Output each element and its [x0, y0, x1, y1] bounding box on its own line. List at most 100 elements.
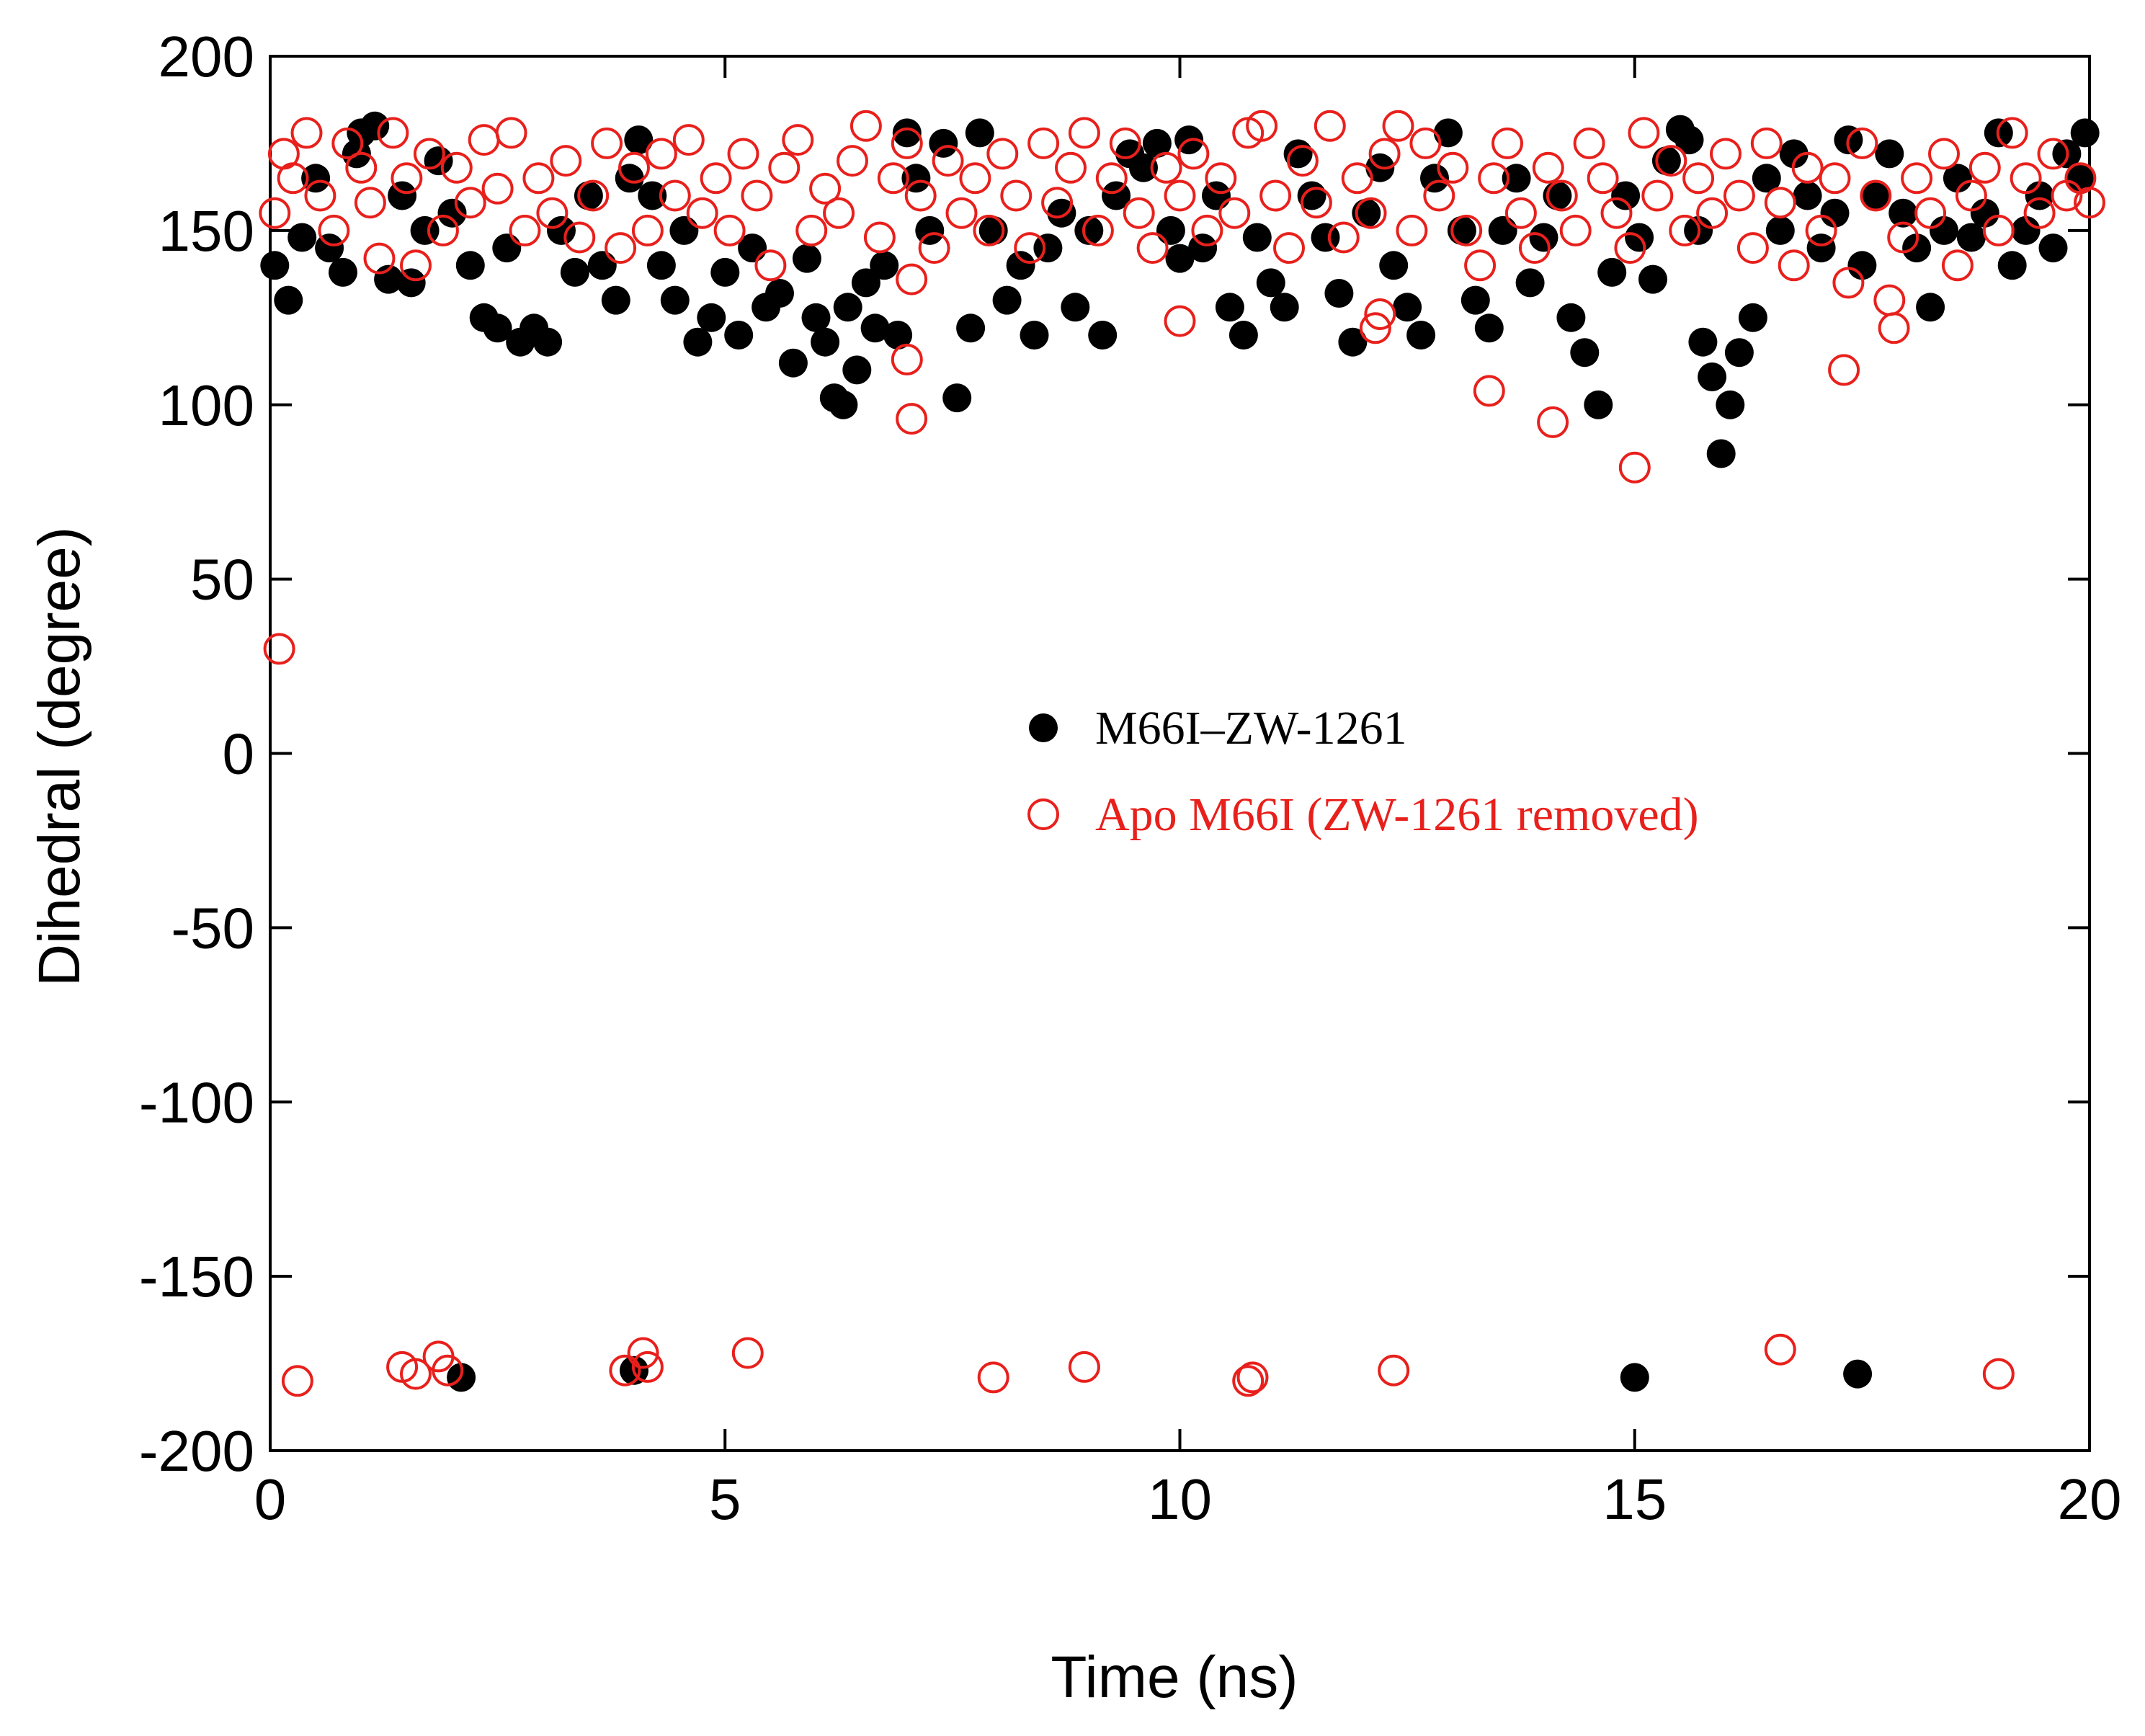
- point-s1-88: [1055, 151, 1087, 184]
- point-s0-73: [1165, 244, 1195, 273]
- point-s1-49: [522, 162, 555, 195]
- point-s1-24: [1236, 1361, 1269, 1394]
- point-s0-41: [792, 244, 821, 273]
- point-s0-85: [1324, 279, 1354, 308]
- point-s1-96: [1164, 179, 1196, 212]
- point-s1-17: [609, 1354, 641, 1386]
- point-s0-121: [1779, 139, 1809, 169]
- point-s1-133: [1669, 214, 1701, 246]
- legend-marker-open: [1027, 798, 1059, 830]
- point-s1-95: [1150, 151, 1182, 184]
- point-s1-3: [896, 263, 928, 295]
- point-s0-28: [624, 125, 654, 155]
- point-s1-81: [959, 162, 991, 195]
- point-s1-6: [1364, 298, 1396, 330]
- point-s1-30: [277, 162, 309, 195]
- point-s1-63: [713, 214, 746, 246]
- point-s0-89: [1379, 251, 1409, 280]
- point-s0-71: [1142, 128, 1172, 158]
- point-s1-7: [1473, 375, 1505, 407]
- point-s0-127: [1861, 181, 1891, 210]
- point-s1-116: [1437, 151, 1469, 184]
- point-s0-31: [660, 285, 690, 315]
- point-s0-133: [1943, 164, 1972, 193]
- point-s0-75: [1188, 233, 1218, 263]
- point-s1-61: [686, 197, 718, 229]
- y-tick-label: 0: [223, 722, 255, 786]
- point-s0-5: [329, 257, 357, 287]
- point-s0-33: [683, 327, 713, 357]
- point-s1-145: [1832, 267, 1865, 299]
- point-s1-121: [1504, 197, 1537, 229]
- point-s1-141: [1778, 249, 1810, 282]
- x-tick-label: 5: [709, 1467, 741, 1531]
- point-s1-123: [1532, 151, 1564, 184]
- point-s0-29: [638, 181, 667, 210]
- point-s0-132: [1930, 215, 1958, 245]
- point-s1-26: [1764, 1333, 1796, 1366]
- point-s1-33: [318, 214, 350, 246]
- point-s1-89: [1068, 117, 1100, 149]
- point-s1-35: [345, 151, 378, 184]
- point-s1-31: [290, 117, 323, 149]
- point-s0-102: [1556, 303, 1586, 332]
- point-s1-113: [1396, 214, 1428, 246]
- y-tick-label: -200: [139, 1419, 254, 1483]
- point-s1-155: [1968, 151, 2001, 184]
- point-s0-86: [1338, 327, 1368, 357]
- point-s1-66: [754, 249, 787, 282]
- point-s1-127: [1587, 162, 1619, 195]
- x-tick-label: 15: [1602, 1467, 1667, 1531]
- point-s1-12: [281, 1365, 313, 1397]
- y-tick-label: -100: [139, 1070, 254, 1134]
- point-s1-131: [1641, 179, 1674, 212]
- point-s1-27: [1982, 1358, 2015, 1390]
- point-s0-15: [455, 251, 485, 280]
- point-s0-25: [587, 251, 617, 280]
- point-s1-28: [259, 197, 291, 229]
- point-s1-64: [727, 138, 759, 170]
- point-s1-32: [304, 179, 336, 212]
- y-tick-label: -50: [171, 896, 254, 960]
- point-s1-54: [591, 127, 623, 159]
- point-s0-43: [811, 327, 840, 357]
- point-s1-53: [577, 179, 610, 212]
- point-s1-72: [837, 145, 868, 177]
- point-s1-158: [2010, 162, 2042, 195]
- point-s0-76: [1202, 181, 1231, 210]
- point-s1-125: [1559, 214, 1592, 246]
- point-s0-18: [492, 233, 522, 263]
- point-s1-71: [823, 197, 855, 229]
- point-s1-124: [1546, 179, 1578, 212]
- point-s1-45: [468, 124, 500, 156]
- point-s1-142: [1791, 151, 1824, 184]
- point-s1-134: [1682, 162, 1715, 195]
- point-s1-137: [1723, 179, 1755, 212]
- point-s0-126: [1847, 251, 1877, 280]
- point-s1-56: [618, 151, 650, 184]
- y-axis-title: Dihedral (degree): [27, 527, 92, 987]
- point-s1-93: [1123, 197, 1155, 229]
- point-s0-30: [646, 251, 676, 280]
- point-s0-40: [778, 348, 808, 378]
- point-s0-143: [2070, 118, 2100, 148]
- point-s1-21: [977, 1361, 1009, 1394]
- point-s1-20: [731, 1337, 764, 1369]
- point-s0-63: [1033, 233, 1063, 263]
- point-s0-120: [1765, 215, 1795, 245]
- point-s0-138: [2011, 215, 2041, 245]
- point-s1-153: [1941, 249, 1974, 282]
- point-s1-4: [1164, 305, 1196, 337]
- point-s1-159: [2023, 197, 2056, 229]
- point-s0-13: [424, 146, 453, 176]
- point-s0-42: [801, 303, 831, 332]
- point-s0-72: [1156, 215, 1185, 245]
- point-s0-115: [1706, 439, 1736, 468]
- point-s1-99: [1205, 162, 1237, 195]
- point-s1-146: [1846, 127, 1878, 159]
- point-s1-52: [563, 221, 596, 254]
- point-s1-16: [432, 1354, 464, 1386]
- point-s1-120: [1491, 127, 1523, 159]
- point-s1-83: [986, 138, 1019, 170]
- point-s1-76: [891, 127, 923, 159]
